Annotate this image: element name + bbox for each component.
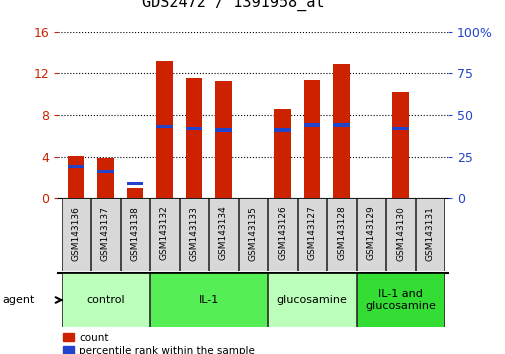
Bar <box>127 188 143 198</box>
Text: GSM143136: GSM143136 <box>71 206 80 261</box>
Text: control: control <box>86 295 125 305</box>
Text: GDS2472 / 1391958_at: GDS2472 / 1391958_at <box>142 0 324 11</box>
FancyBboxPatch shape <box>62 198 90 271</box>
Text: GSM143138: GSM143138 <box>130 206 139 261</box>
FancyBboxPatch shape <box>150 198 178 271</box>
Bar <box>304 80 320 198</box>
Text: GSM143132: GSM143132 <box>160 206 169 261</box>
Text: GSM143134: GSM143134 <box>219 206 228 261</box>
Bar <box>97 158 113 198</box>
FancyBboxPatch shape <box>238 198 267 271</box>
Bar <box>156 125 172 129</box>
FancyBboxPatch shape <box>179 198 208 271</box>
FancyBboxPatch shape <box>327 198 355 271</box>
Bar <box>392 92 408 198</box>
Bar <box>127 182 143 185</box>
Text: agent: agent <box>3 295 35 305</box>
FancyBboxPatch shape <box>268 198 296 271</box>
FancyBboxPatch shape <box>415 198 443 271</box>
FancyBboxPatch shape <box>91 198 119 271</box>
Text: GSM143130: GSM143130 <box>395 206 405 261</box>
FancyBboxPatch shape <box>121 198 149 271</box>
Bar <box>215 81 231 198</box>
Text: GSM143133: GSM143133 <box>189 206 198 261</box>
Bar <box>392 127 408 130</box>
FancyBboxPatch shape <box>209 198 237 271</box>
Bar <box>333 64 349 198</box>
Bar <box>68 156 84 198</box>
Bar <box>185 127 201 130</box>
Text: IL-1: IL-1 <box>198 295 219 305</box>
Text: glucosamine: glucosamine <box>276 295 347 305</box>
Text: IL-1 and
glucosamine: IL-1 and glucosamine <box>365 289 435 311</box>
Bar <box>97 170 113 173</box>
Text: GSM143137: GSM143137 <box>100 206 110 261</box>
Bar <box>274 109 290 198</box>
Bar <box>68 165 84 168</box>
Text: GSM143127: GSM143127 <box>307 206 316 261</box>
FancyBboxPatch shape <box>297 198 326 271</box>
FancyBboxPatch shape <box>356 273 443 327</box>
Bar <box>274 129 290 132</box>
Text: GSM143128: GSM143128 <box>336 206 345 261</box>
Legend: count, percentile rank within the sample: count, percentile rank within the sample <box>63 333 255 354</box>
Text: GSM143126: GSM143126 <box>277 206 286 261</box>
FancyBboxPatch shape <box>356 198 384 271</box>
FancyBboxPatch shape <box>62 273 149 327</box>
Bar <box>156 61 172 198</box>
Bar <box>185 78 201 198</box>
Text: GSM143129: GSM143129 <box>366 206 375 261</box>
Text: GSM143131: GSM143131 <box>425 206 434 261</box>
FancyBboxPatch shape <box>386 198 414 271</box>
Bar <box>333 124 349 127</box>
Text: GSM143135: GSM143135 <box>248 206 257 261</box>
Bar <box>304 124 320 127</box>
Bar <box>215 129 231 132</box>
FancyBboxPatch shape <box>150 273 267 327</box>
FancyBboxPatch shape <box>268 273 355 327</box>
